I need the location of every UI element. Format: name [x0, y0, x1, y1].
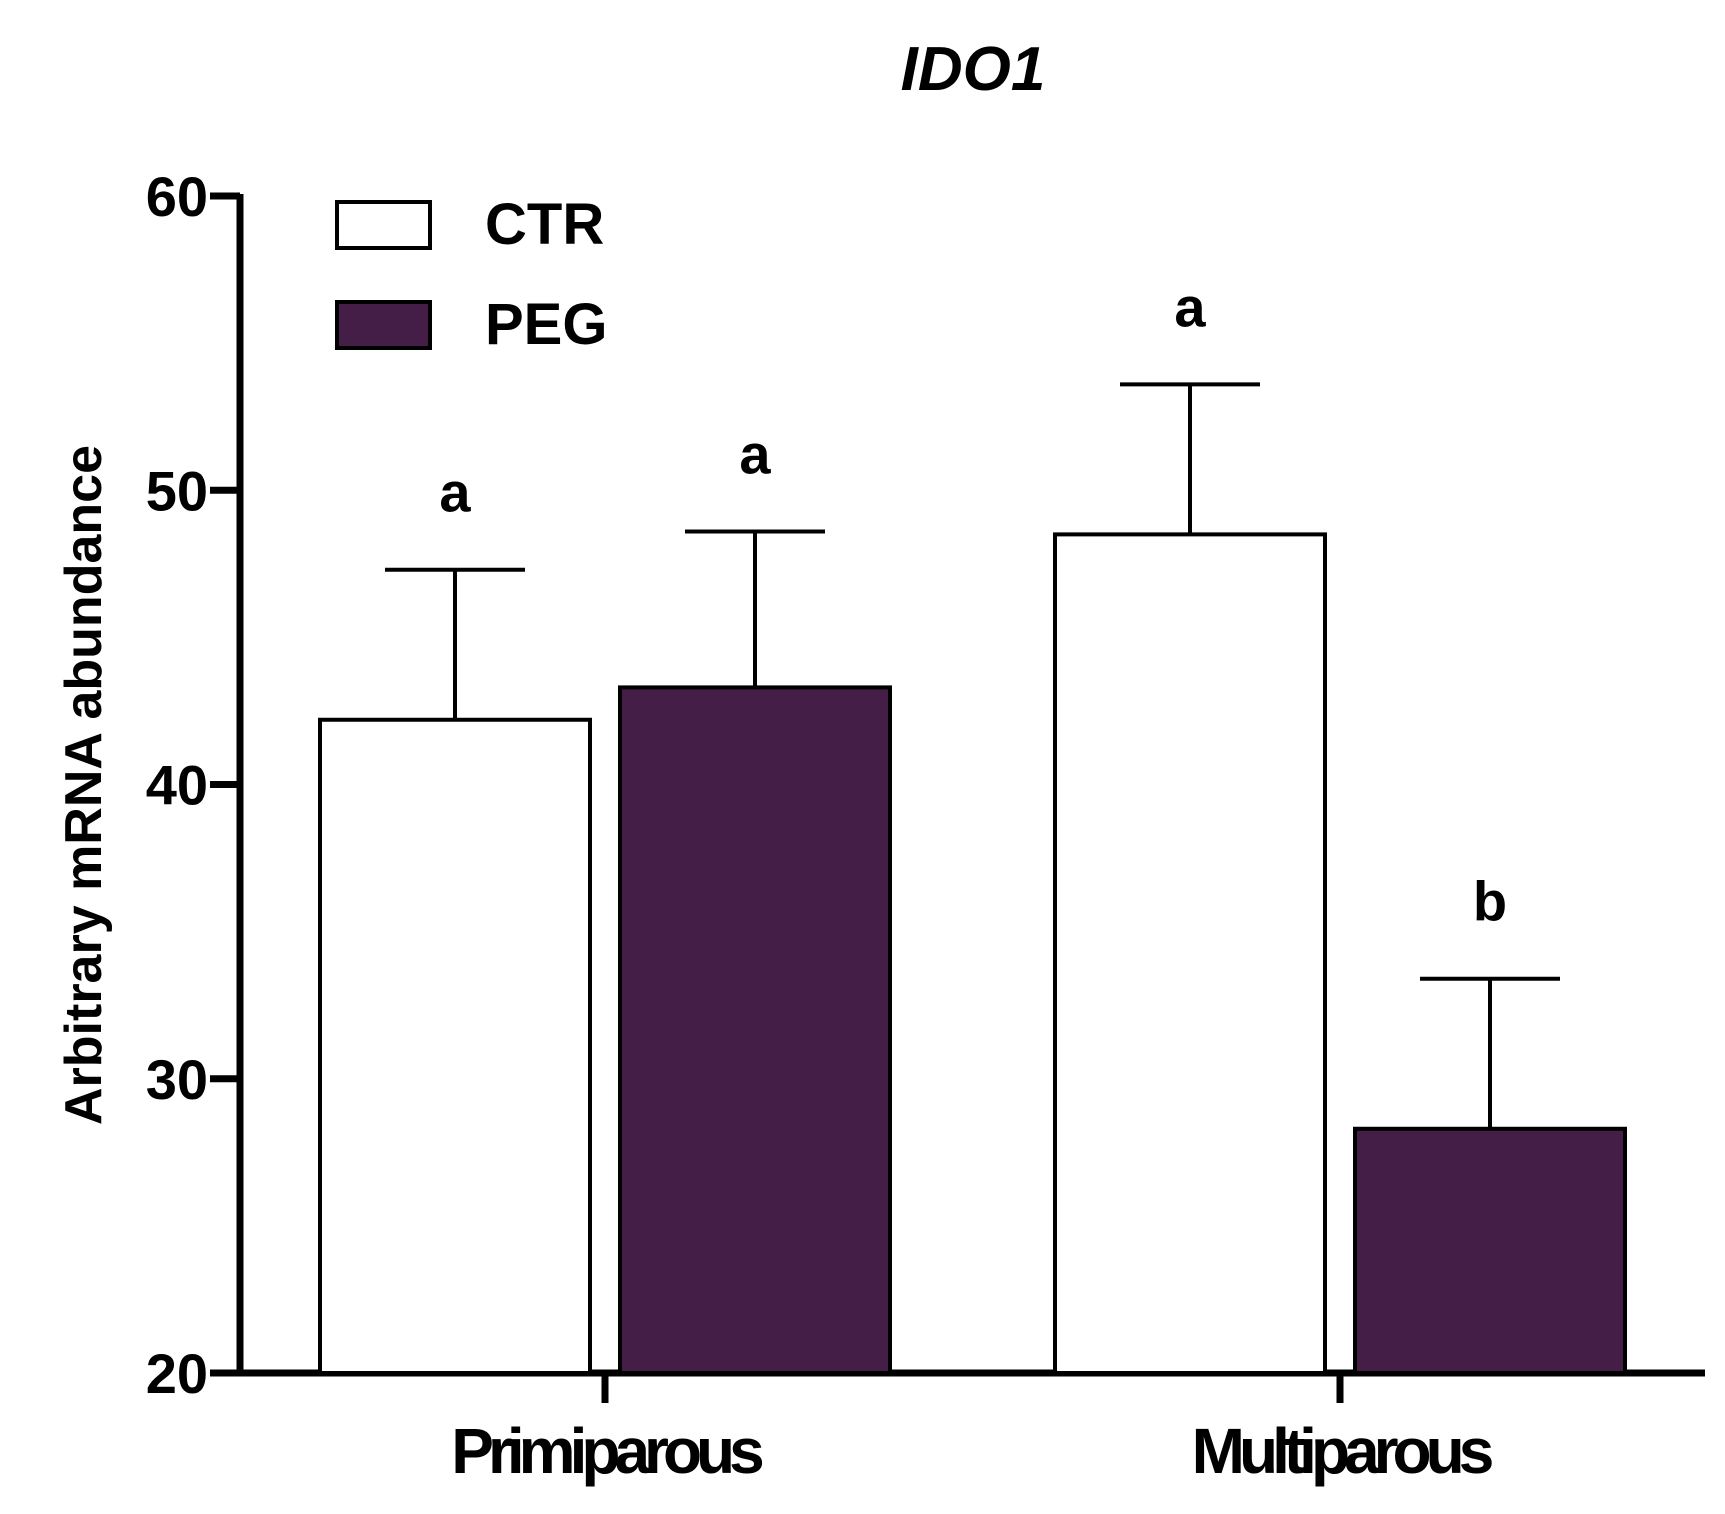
bar-ctr-multiparous [1053, 532, 1327, 1375]
bar-peg-primiparous [618, 685, 892, 1375]
x-tick-label: Primiparous [451, 1415, 762, 1487]
y-tick-label: 20 [146, 1342, 208, 1405]
y-tick-label: 60 [146, 165, 208, 228]
legend-label-peg: PEG [485, 292, 608, 357]
y-tick-label: 40 [146, 754, 208, 817]
legend-label-ctr: CTR [485, 192, 604, 257]
bar-ctr-primiparous [318, 717, 592, 1375]
significance-label: a [439, 461, 471, 524]
chart-title: IDO1 [901, 35, 1046, 104]
bar-peg-multiparous [1353, 1126, 1627, 1375]
plot-area: 20 30 40 50 60 Primiparous a a Multiparous a b [146, 165, 1705, 1487]
significance-label: a [1174, 275, 1206, 338]
significance-label: b [1473, 870, 1507, 933]
significance-label: a [739, 422, 771, 485]
legend: CTR PEG [335, 192, 608, 357]
legend-swatch-peg [335, 300, 432, 350]
x-tick-label: Multiparous [1192, 1415, 1492, 1487]
legend-swatch-ctr [335, 200, 432, 250]
y-tick-label: 30 [146, 1048, 208, 1111]
y-tick-label: 50 [146, 459, 208, 522]
y-axis-label: Arbitrary mRNA abundance [55, 445, 113, 1125]
